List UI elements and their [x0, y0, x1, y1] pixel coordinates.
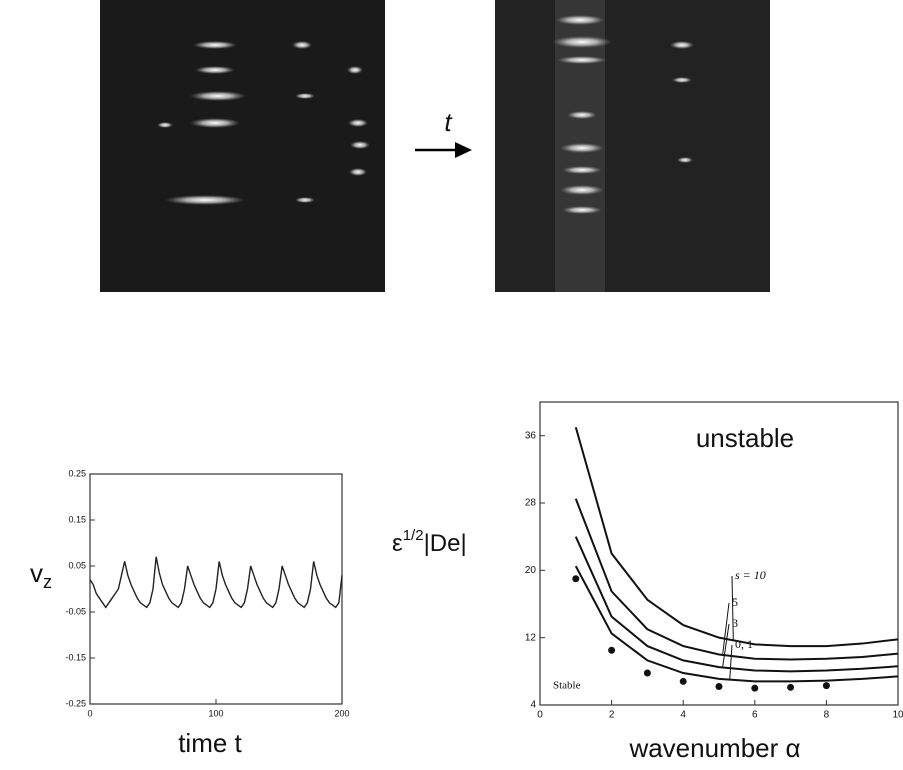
arrow-label: t	[444, 107, 453, 137]
marker	[608, 646, 616, 654]
y-label-rest: |De|	[424, 530, 467, 557]
x-tick-label: 4	[680, 710, 686, 721]
x-tick-label: 10	[892, 710, 903, 721]
data-line	[89, 556, 343, 609]
series-label: 0, 1	[735, 637, 753, 651]
x-tick-label: 6	[752, 710, 758, 721]
image-after	[495, 0, 770, 292]
leader-line	[729, 644, 733, 680]
x-axis-label: wavenumber α	[628, 733, 800, 763]
leader-line	[722, 623, 730, 668]
marker	[822, 682, 830, 690]
y-tick-label: -0.15	[65, 652, 86, 662]
y-tick-label: 0.25	[68, 468, 86, 478]
data-line	[574, 426, 899, 648]
annotation: Stable	[553, 680, 581, 692]
marker	[715, 682, 723, 690]
y-tick-label: -0.05	[65, 606, 86, 616]
marker	[787, 683, 795, 691]
y-axis-label: vz	[30, 558, 52, 592]
y-tick-label: 0.05	[68, 560, 86, 570]
annotation: unstable	[696, 423, 794, 453]
image-before	[100, 0, 385, 292]
marker	[572, 575, 580, 583]
y-tick-label: 20	[525, 565, 537, 576]
data-line	[574, 498, 899, 661]
leader-line	[722, 602, 730, 655]
y-tick-label: 4	[530, 700, 536, 711]
y-tick-label: 0.15	[68, 514, 86, 524]
y-tick-label: 36	[525, 430, 537, 441]
x-tick-label: 2	[609, 710, 615, 721]
marker	[643, 669, 651, 677]
y-label-sub: z	[43, 572, 52, 592]
marker	[679, 677, 687, 685]
data-line	[574, 536, 899, 673]
y-label-base: ε	[392, 530, 403, 557]
y-label-base: v	[30, 558, 43, 588]
y-tick-label: 28	[525, 498, 537, 509]
y-axis-label: ε1/2|De|	[392, 527, 467, 557]
y-label-sup: 1/2	[403, 527, 424, 544]
data-line	[574, 565, 899, 683]
series-label: 3	[732, 616, 738, 630]
series-label: s = 10	[735, 568, 766, 582]
plot-frame	[539, 401, 899, 706]
arrow	[415, 142, 472, 158]
y-tick-label: -0.25	[65, 698, 86, 708]
x-tick-label: 0	[537, 710, 543, 721]
marker	[751, 684, 759, 692]
x-tick-label: 100	[208, 708, 223, 718]
x-axis-label: time t	[178, 728, 242, 758]
series-label: 5	[732, 595, 738, 609]
x-tick-label: 200	[334, 708, 349, 718]
x-tick-label: 0	[87, 708, 92, 718]
x-tick-label: 8	[824, 710, 830, 721]
y-tick-label: 12	[525, 632, 537, 643]
leader-line	[731, 575, 734, 641]
